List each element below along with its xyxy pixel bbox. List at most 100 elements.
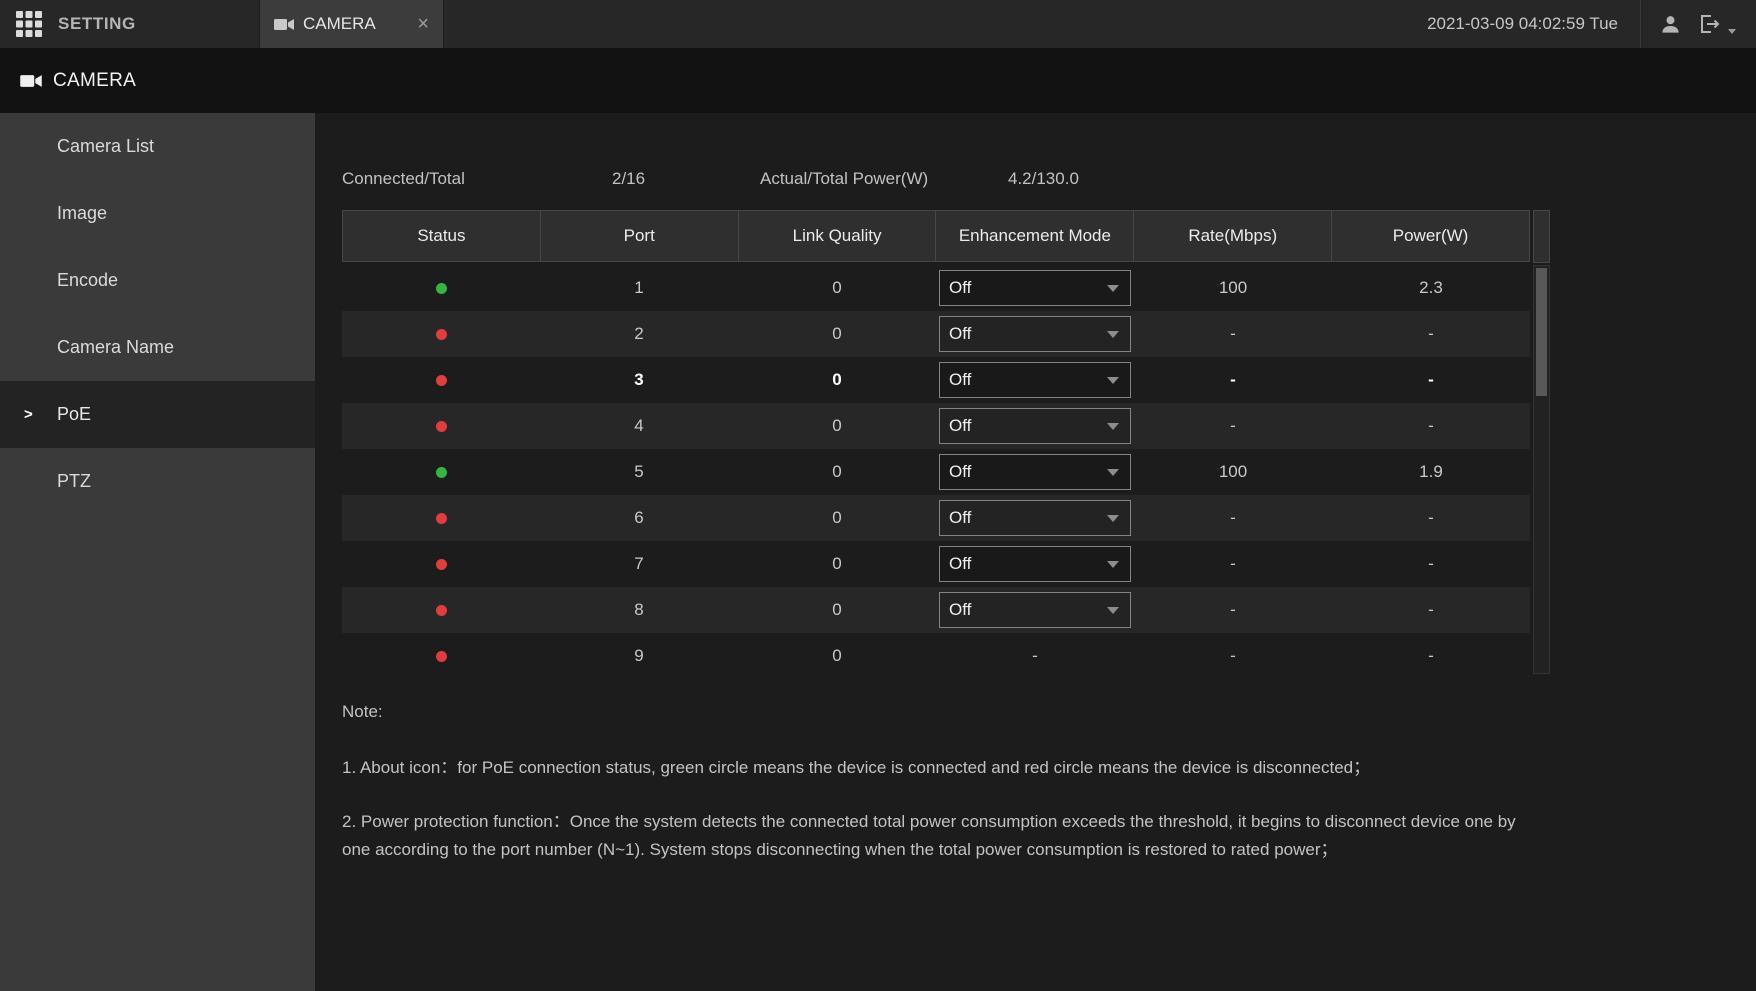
enhancement-mode-select[interactable]: Off [939, 408, 1131, 444]
status-disconnected-dot [435, 328, 447, 340]
sidebar-item-camera-list[interactable]: Camera List [0, 113, 315, 180]
link-quality-cell: 0 [832, 462, 842, 481]
summary-row: Connected/Total 2/16 Actual/Total Power(… [342, 169, 1756, 189]
status-connected-dot [435, 282, 447, 294]
connected-total-label: Connected/Total [342, 169, 465, 188]
power-cell: - [1428, 508, 1434, 527]
table-header-row: Status Port Link Quality Enhancement Mode Ra… [342, 210, 1530, 262]
sidebar-item-label: Encode [57, 270, 119, 290]
table-row[interactable]: 6 0 Off - - [342, 495, 1530, 541]
enhancement-mode-value: Off [949, 462, 972, 481]
column-header: Port [539, 211, 738, 261]
status-cell [342, 633, 540, 674]
table-row[interactable]: 4 0 Off - - [342, 403, 1530, 449]
table-row[interactable]: 7 0 Off - - [342, 541, 1530, 587]
table-row[interactable]: 8 0 Off - - [342, 587, 1530, 633]
rate-cell: - [1230, 370, 1236, 389]
status-disconnected-dot [435, 374, 447, 386]
datetime: 2021-03-09 04:02:59 Tue [1427, 14, 1618, 33]
sidebar-item-encode[interactable]: Encode [0, 247, 315, 314]
enhancement-mode-value: Off [949, 554, 972, 573]
rate-cell: - [1230, 554, 1236, 573]
port-cell: 5 [634, 462, 644, 481]
chevron-down-icon [1107, 560, 1119, 568]
enhancement-mode-select[interactable]: Off [939, 270, 1131, 306]
table-row[interactable]: 3 0 Off - - [342, 357, 1530, 403]
column-header: Enhancement Mode [935, 211, 1133, 261]
tab-label: CAMERA [303, 14, 376, 33]
table-row[interactable]: 9 0 - - - [342, 633, 1530, 674]
sidebar-item-label: Image [57, 203, 108, 223]
topbar: SETTING CAMERA × 2021-03-09 04:02:59 Tue [0, 0, 1756, 48]
enhancement-mode-select[interactable]: Off [939, 454, 1131, 490]
status-connected-dot [435, 466, 447, 478]
setting-label: SETTING [58, 14, 136, 33]
table-scrollbar[interactable] [1533, 210, 1550, 674]
note-item-2: 2. Power protection function：Once the sy… [342, 812, 1516, 859]
link-quality-cell: 0 [832, 278, 842, 297]
rate-cell: - [1230, 416, 1236, 435]
enhancement-mode-value: Off [949, 416, 972, 435]
enhancement-mode-cell: Off [936, 357, 1134, 403]
rate-cell: - [1230, 508, 1236, 527]
enhancement-mode-cell: - [1032, 646, 1038, 665]
sidebar-item-image[interactable]: Image [0, 180, 315, 247]
page-title: CAMERA [53, 69, 137, 91]
status-cell [342, 311, 540, 357]
sidebar-item-label: Camera Name [57, 337, 175, 357]
port-cell: 3 [634, 370, 644, 389]
main-content: Connected/Total 2/16 Actual/Total Power(… [315, 113, 1756, 991]
status-cell [342, 495, 540, 541]
sidebar-item-ptz[interactable]: PTZ [0, 448, 315, 515]
port-cell: 1 [634, 278, 644, 297]
poe-table-zone: Status Port Link Quality Enhancement Mode Ra… [342, 210, 1756, 674]
power-cell: 2.3 [1419, 278, 1443, 297]
status-cell [342, 357, 540, 403]
notes-section: Note: 1. About icon：for PoE connection s… [342, 698, 1532, 864]
enhancement-mode-cell: Off [936, 495, 1134, 541]
power-cell: - [1428, 554, 1434, 573]
link-quality-cell: 0 [832, 416, 842, 435]
rate-cell: - [1230, 646, 1236, 665]
rate-cell: 100 [1218, 278, 1248, 297]
note-item-1: 1. About icon：for PoE connection status,… [342, 758, 1371, 777]
scrollbar-track[interactable] [1533, 265, 1550, 674]
close-icon[interactable]: × [417, 13, 429, 35]
enhancement-mode-value: Off [949, 278, 972, 297]
status-disconnected-dot [435, 604, 447, 616]
enhancement-mode-cell: Off [936, 587, 1134, 633]
enhancement-mode-select[interactable]: Off [939, 592, 1131, 628]
column-header: Power(W) [1331, 211, 1529, 261]
enhancement-mode-select[interactable]: Off [939, 362, 1131, 398]
sidebar-item-poe[interactable]: > PoE [0, 381, 315, 448]
enhancement-mode-select[interactable]: Off [939, 500, 1131, 536]
note-title: Note: [342, 702, 383, 721]
chevron-down-icon [1107, 422, 1119, 430]
apps-grid-button[interactable] [0, 0, 58, 48]
sidebar-item-camera-name[interactable]: Camera Name [0, 314, 315, 381]
table-row[interactable]: 2 0 Off - - [342, 311, 1530, 357]
status-disconnected-dot [435, 650, 447, 662]
logout-button[interactable] [1698, 13, 1736, 35]
user-button[interactable] [1659, 13, 1682, 36]
link-quality-cell: 0 [832, 554, 842, 573]
tab-camera[interactable]: CAMERA × [259, 0, 444, 48]
sidebar-item-label: Camera List [57, 136, 155, 156]
link-quality-cell: 0 [832, 324, 842, 343]
sidebar: Camera List Image Encode Camera Name > P… [0, 113, 315, 991]
table-row[interactable]: 5 0 Off 100 1.9 [342, 449, 1530, 495]
link-quality-cell: 0 [832, 600, 842, 619]
scrollbar-thumb[interactable] [1536, 268, 1547, 396]
table-row[interactable]: 1 0 Off 100 2.3 [342, 265, 1530, 311]
chevron-right-icon: > [24, 405, 33, 423]
port-cell: 4 [634, 416, 644, 435]
chevron-down-icon [1728, 28, 1736, 34]
enhancement-mode-value: Off [949, 370, 972, 389]
enhancement-mode-select[interactable]: Off [939, 546, 1131, 582]
connected-total-value: 2/16 [612, 169, 646, 188]
chevron-down-icon [1107, 376, 1119, 384]
power-cell: 1.9 [1419, 462, 1443, 481]
enhancement-mode-select[interactable]: Off [939, 316, 1131, 352]
status-cell [342, 265, 540, 311]
